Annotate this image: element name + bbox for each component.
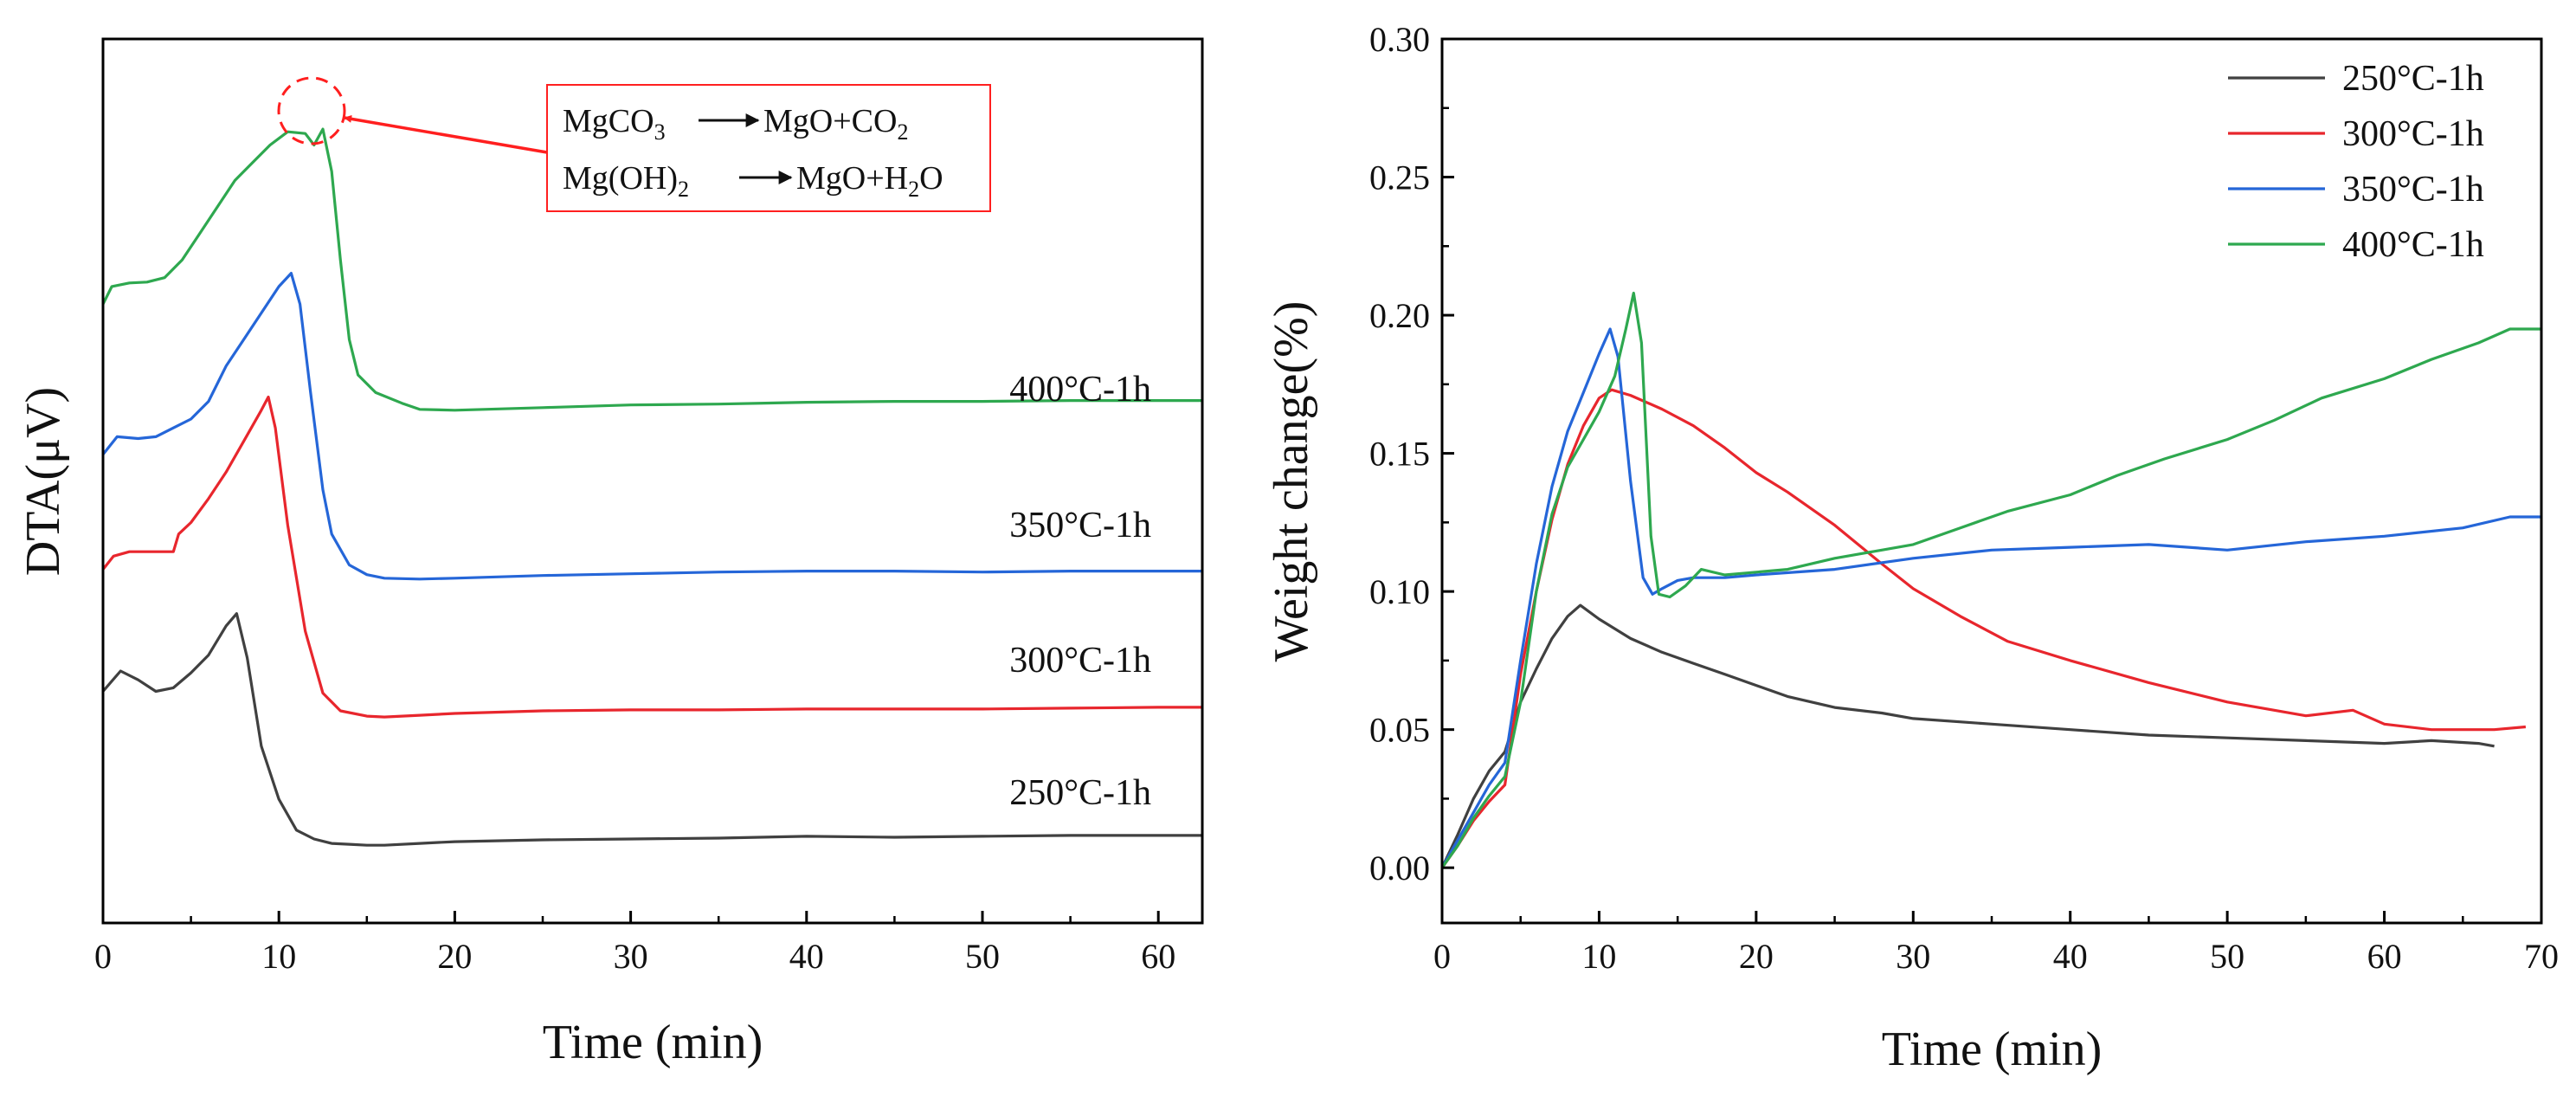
dta-x-tick-label: 60	[1141, 937, 1175, 976]
legend-label-400-c-1h: 400°C-1h	[2342, 225, 2484, 265]
reaction1-product-sub: 2	[897, 119, 908, 145]
svg-text:Mg(OH)2: Mg(OH)2	[563, 160, 689, 202]
weight-legend: 250°C-1h 300°C-1h 350°C-1h 400°C-1h	[2228, 59, 2484, 265]
dta-chart: 0 10 20 30 40 50 60 Time (min) DTA(μV) 400°C-1…	[16, 37, 1204, 1069]
weight-x-tick-label: 20	[1739, 937, 1774, 976]
weight-x-tick-label: 70	[2524, 937, 2559, 976]
dta-x-tick-label: 0	[94, 937, 112, 976]
reaction2-product: MgO+H	[796, 160, 908, 197]
weight-y-tick-label: 0.05	[1369, 711, 1430, 750]
weight-x-tick-label: 0	[1433, 937, 1451, 976]
dta-x-axis-label: Time (min)	[543, 1016, 763, 1069]
weight-change-chart: 0 10 20 30 40 50 60 70 0.00 0.05 0.10 0.15 0.20 0.25…	[1265, 20, 2559, 1076]
legend-label-300-c-1h: 300°C-1h	[2342, 114, 2484, 154]
weight-y-tick-label: 0.15	[1369, 435, 1430, 474]
curve-label-300: 300°C-1h	[1009, 641, 1151, 681]
weight-series-350-c-1h	[1440, 327, 2541, 868]
weight-x-tick-label: 10	[1581, 937, 1616, 976]
dta-series-400-c-1h	[101, 127, 1202, 412]
reaction-box	[546, 84, 991, 212]
svg-text:MgO+H2O: MgO+H2O	[796, 160, 943, 202]
svg-text:MgCO3: MgCO3	[563, 103, 666, 145]
reaction2-reactant-sub: 2	[678, 177, 689, 202]
reaction1-product: MgO+CO	[763, 103, 897, 139]
reaction-line-2: Mg(OH)2 MgO+H2O	[563, 160, 943, 202]
dta-x-tick-label: 30	[614, 937, 648, 976]
curve-label-250: 250°C-1h	[1009, 773, 1151, 813]
weight-y-tick-label: 0.30	[1369, 20, 1430, 59]
dta-y-axis-label: DTA(μV)	[16, 387, 70, 576]
legend-label-350-c-1h: 350°C-1h	[2342, 170, 2484, 210]
weight-y-axis-label: Weight change(%)	[1265, 301, 1318, 662]
dta-series-350-c-1h	[101, 272, 1202, 581]
curve-label-400: 400°C-1h	[1009, 370, 1151, 410]
reaction2-product-sub: 2	[908, 177, 919, 202]
reaction1-reactant-sub: 3	[654, 119, 666, 145]
dta-series-300-c-1h	[101, 395, 1202, 719]
weight-x-tick-label: 40	[2053, 937, 2088, 976]
dta-series-group	[101, 127, 1202, 847]
dta-x-tick-label: 10	[261, 937, 296, 976]
dta-plot-frame	[101, 37, 1204, 925]
weight-series-group	[1440, 291, 2541, 869]
weight-y-tick-label: 0.25	[1369, 158, 1430, 197]
weight-y-tick-label: 0.20	[1369, 296, 1430, 335]
dta-x-tick-label: 40	[789, 937, 824, 976]
reaction1-reactant: MgCO	[563, 103, 654, 139]
dta-x-ticks: 0 10 20 30 40 50 60	[94, 911, 1175, 976]
weight-y-tick-label: 0.00	[1369, 849, 1430, 887]
dta-x-tick-label: 20	[437, 937, 472, 976]
weight-x-axis-label: Time (min)	[1882, 1023, 2103, 1076]
weight-x-tick-label: 30	[1896, 937, 1930, 976]
weight-x-ticks: 0 10 20 30 40 50 60 70	[1433, 911, 2559, 976]
reaction-line-1: MgCO3 MgO+CO2	[563, 103, 908, 145]
annotation-arrow	[344, 114, 548, 154]
svg-text:MgO+CO2: MgO+CO2	[763, 103, 908, 145]
weight-series-300-c-1h	[1440, 388, 2527, 869]
reaction2-product-end: O	[919, 160, 943, 197]
weight-x-tick-label: 60	[2367, 937, 2402, 976]
legend-label-250-c-1h: 250°C-1h	[2342, 59, 2484, 99]
weight-x-tick-label: 50	[2210, 937, 2244, 976]
reaction2-reactant: Mg(OH)	[563, 160, 678, 197]
peak-highlight-circle	[277, 76, 346, 145]
weight-series-400-c-1h	[1440, 291, 2541, 869]
curve-label-350: 350°C-1h	[1009, 506, 1151, 545]
weight-y-tick-label: 0.10	[1369, 572, 1430, 611]
dta-x-tick-label: 50	[965, 937, 1000, 976]
dta-series-250-c-1h	[101, 612, 1202, 847]
weight-series-250-c-1h	[1440, 603, 2495, 868]
weight-y-ticks: 0.00 0.05 0.10 0.15 0.20 0.25 0.30	[1369, 20, 1454, 887]
